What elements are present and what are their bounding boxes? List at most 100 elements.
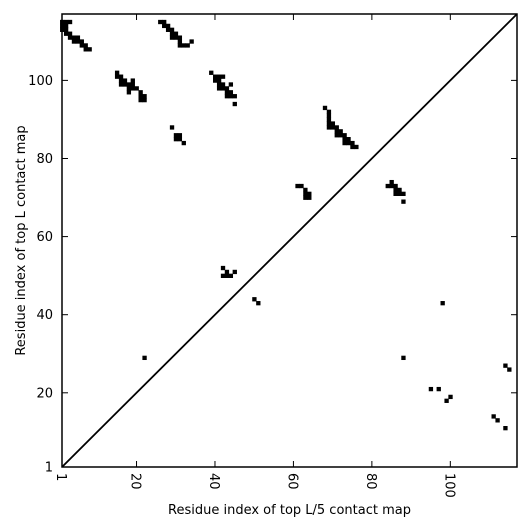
contact-cell — [177, 133, 183, 138]
contact-cell — [252, 297, 257, 302]
contact-cell — [303, 191, 308, 196]
contact-cell — [326, 113, 332, 118]
contact-cell — [224, 269, 230, 275]
contact-cell — [295, 183, 300, 189]
contact-cell — [67, 19, 73, 25]
y-tick-label: 20 — [36, 386, 53, 401]
contact-cell — [138, 90, 143, 95]
contact-cell — [185, 43, 190, 48]
contact-cell — [334, 133, 339, 138]
contact-cell — [162, 19, 167, 25]
contact-cell — [189, 39, 194, 44]
contact-cell — [228, 94, 234, 99]
contact-cell — [326, 117, 332, 122]
contact-cell — [126, 86, 132, 91]
x-tick-label: 20 — [128, 473, 143, 490]
contact-cell — [401, 355, 406, 361]
contact-cell — [330, 125, 336, 130]
contact-cell — [130, 82, 135, 87]
contact-cell — [232, 94, 237, 99]
contact-cell — [177, 35, 183, 40]
contact-cell — [209, 70, 214, 75]
contact-cell — [134, 86, 139, 91]
contact-cell — [322, 105, 328, 111]
contact-cell — [507, 367, 512, 372]
contact-cell — [220, 273, 226, 278]
contact-cell — [126, 82, 132, 87]
contact-cell — [326, 109, 332, 114]
contact-cell — [326, 121, 332, 126]
contact-cells — [60, 19, 512, 431]
y-tick-label: 60 — [36, 230, 53, 245]
contact-cell — [83, 47, 88, 52]
contact-cell — [118, 82, 124, 87]
contact-cell — [122, 78, 128, 83]
contact-cell — [334, 125, 339, 130]
contact-cell — [503, 426, 508, 431]
contact-cell — [401, 199, 406, 204]
contact-cell — [342, 137, 347, 142]
contact-cell — [338, 133, 343, 138]
contact-cell — [63, 23, 69, 29]
x-tick-label: 1 — [53, 473, 68, 481]
contact-cell — [224, 94, 230, 99]
contact-cell — [114, 74, 120, 79]
contact-cell — [428, 386, 434, 392]
contact-cell — [177, 39, 183, 44]
contact-cell — [228, 90, 234, 95]
contact-cell — [354, 144, 359, 150]
y-tick-label: 80 — [36, 152, 53, 167]
contact-cell — [71, 39, 77, 44]
contact-cell — [162, 23, 167, 29]
contact-cell — [342, 140, 347, 146]
contact-cell — [181, 43, 186, 48]
x-axis-ticks: 1 20 40 60 80 100 — [53, 14, 456, 498]
contact-cell — [350, 144, 355, 150]
contact-cell — [71, 35, 77, 40]
contact-cell — [299, 183, 304, 189]
contact-cell — [142, 355, 147, 361]
contact-cell — [307, 191, 312, 196]
contact-cell — [173, 31, 179, 36]
contact-cell — [142, 94, 147, 99]
contact-cell — [158, 19, 163, 25]
contact-cell — [330, 121, 336, 126]
contact-cell — [177, 43, 183, 48]
contact-cell — [436, 386, 441, 392]
contact-cell — [220, 74, 226, 79]
contact-cell — [228, 273, 234, 278]
contact-cell — [75, 35, 81, 40]
x-tick-label: 80 — [363, 473, 378, 490]
contact-cell — [448, 394, 453, 400]
contact-cell — [130, 78, 135, 83]
x-tick-label: 100 — [441, 473, 456, 498]
contact-cell — [63, 19, 69, 25]
contact-cell — [393, 187, 398, 193]
contact-cell — [213, 74, 218, 79]
contact-cell — [138, 97, 143, 103]
contact-cell — [138, 94, 143, 99]
contact-cell — [495, 418, 500, 423]
contact-cell — [503, 363, 508, 368]
contact-cell — [169, 35, 175, 40]
contact-cell — [256, 301, 261, 306]
contact-cell — [67, 31, 73, 36]
contact-cell — [393, 191, 398, 196]
contact-cell — [220, 82, 226, 87]
contact-cell — [126, 90, 132, 95]
contact-cell — [130, 86, 135, 91]
contact-cell — [334, 129, 339, 134]
contact-cell — [216, 86, 222, 91]
contact-cell — [346, 140, 351, 146]
contact-cell — [63, 27, 69, 32]
contact-cell — [385, 183, 390, 189]
contact-cell — [79, 43, 84, 48]
contact-cell — [173, 137, 179, 142]
contact-cell — [87, 47, 92, 52]
contact-cell — [216, 82, 222, 87]
contact-cell — [224, 273, 230, 278]
contact-cell — [228, 82, 234, 87]
diagonal-line — [61, 13, 518, 468]
contact-cell — [491, 414, 496, 419]
